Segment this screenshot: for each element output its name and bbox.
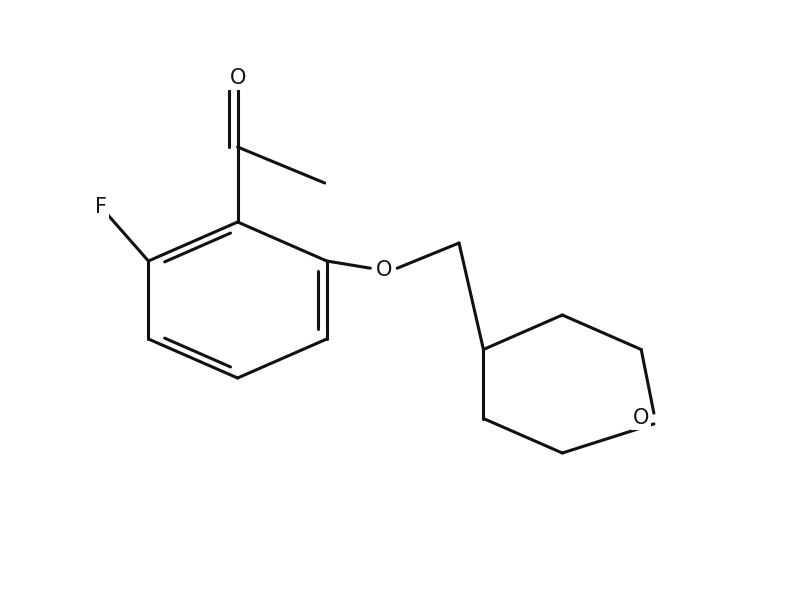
Text: F: F xyxy=(95,197,107,217)
Text: O: O xyxy=(375,260,392,280)
Text: O: O xyxy=(230,68,246,88)
Text: O: O xyxy=(633,409,649,428)
